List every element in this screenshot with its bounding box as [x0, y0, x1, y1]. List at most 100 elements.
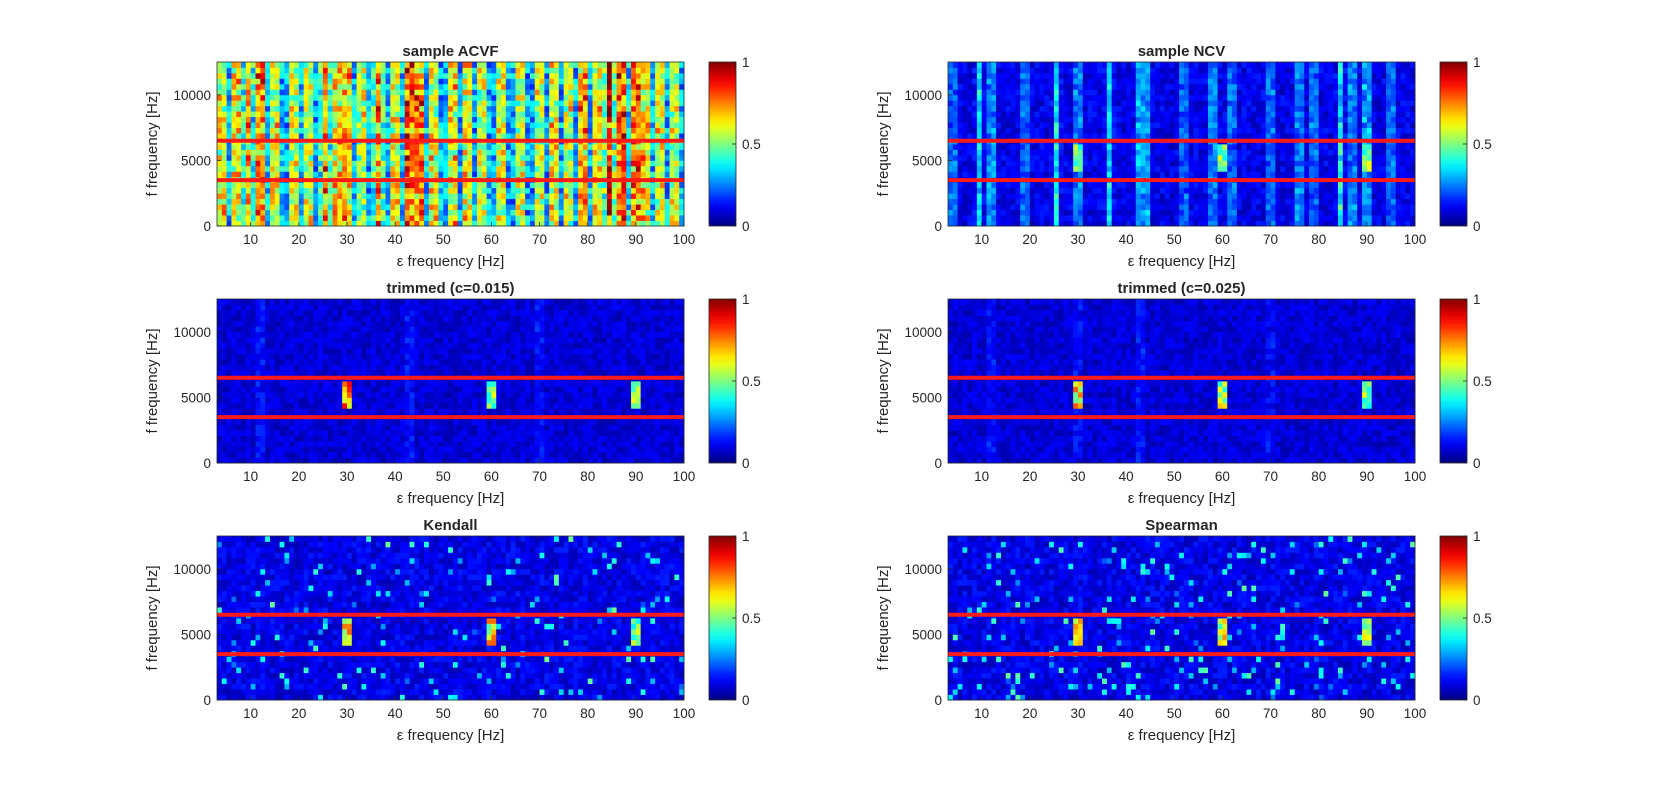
- heatmap-cell: [991, 193, 996, 199]
- heatmap-cell: [967, 188, 972, 194]
- heatmap-cell: [477, 166, 482, 172]
- heatmap-cell: [1117, 67, 1122, 73]
- heatmap-cell: [333, 144, 338, 150]
- heatmap-cell: [655, 62, 660, 68]
- x-tick-label: 50: [436, 232, 451, 247]
- heatmap-cell: [1256, 100, 1261, 106]
- heatmap-cell: [535, 155, 540, 161]
- heatmap-cell: [1107, 149, 1112, 155]
- heatmap-cell: [1227, 149, 1232, 155]
- heatmap-cell: [612, 117, 617, 123]
- heatmap-cell: [1208, 111, 1213, 117]
- heatmap-cell: [487, 210, 492, 216]
- heatmap-cell: [482, 117, 487, 123]
- heatmap-cell: [1208, 215, 1213, 221]
- heatmap-cell: [1141, 199, 1146, 205]
- heatmap-cell: [371, 111, 376, 117]
- heatmap-cell: [308, 199, 313, 205]
- heatmap-cell: [1097, 182, 1102, 188]
- heatmap-cell: [564, 166, 569, 172]
- heatmap-cell: [458, 73, 463, 79]
- heatmap-cell: [1126, 149, 1131, 155]
- heatmap-cell: [458, 133, 463, 139]
- heatmap-cell: [491, 106, 496, 112]
- heatmap-cell: [554, 106, 559, 112]
- heatmap-cell: [1227, 73, 1232, 79]
- heatmap-cell: [958, 166, 963, 172]
- heatmap-cell: [313, 204, 318, 210]
- heatmap-cell: [948, 62, 953, 68]
- heatmap-cell: [1174, 117, 1179, 123]
- heatmap-cell: [289, 144, 294, 150]
- heatmap-cell: [217, 89, 222, 95]
- heatmap-cell: [496, 84, 501, 90]
- heatmap-cell: [530, 128, 535, 134]
- heatmap-cell: [641, 128, 646, 134]
- heatmap-cell: [1078, 160, 1083, 166]
- heatmap-cell: [337, 215, 342, 221]
- heatmap-cell: [1184, 89, 1189, 95]
- heatmap-cell: [1097, 221, 1102, 227]
- heatmap-cell: [1015, 199, 1020, 205]
- heatmap-cell: [1020, 215, 1025, 221]
- heatmap-cell: [1015, 84, 1020, 90]
- heatmap-cell: [453, 84, 458, 90]
- heatmap-cell: [573, 144, 578, 150]
- heatmap-cell: [217, 160, 222, 166]
- heatmap-cell: [568, 166, 573, 172]
- heatmap-cell: [376, 78, 381, 84]
- heatmap-cell: [453, 149, 458, 155]
- heatmap-cell: [1141, 215, 1146, 221]
- heatmap-cell: [308, 106, 313, 112]
- heatmap-cell: [294, 166, 299, 172]
- heatmap-cell: [593, 78, 598, 84]
- heatmap-cell: [573, 106, 578, 112]
- heatmap-cell: [1006, 133, 1011, 139]
- heatmap-cell: [1213, 204, 1218, 210]
- heatmap-cell: [308, 160, 313, 166]
- heatmap-cell: [419, 106, 424, 112]
- heatmap-cell: [1194, 128, 1199, 134]
- heatmap-cell: [506, 100, 511, 106]
- heatmap-cell: [246, 171, 251, 177]
- heatmap-cell: [593, 204, 598, 210]
- heatmap-cell: [967, 78, 972, 84]
- heatmap-cell: [400, 95, 405, 101]
- heatmap-cell: [506, 149, 511, 155]
- heatmap-cell: [1261, 144, 1266, 150]
- heatmap-cell: [342, 78, 347, 84]
- heatmap-cell: [987, 62, 992, 68]
- heatmap-cell: [395, 117, 400, 123]
- heatmap-cell: [376, 100, 381, 106]
- heatmap-cell: [660, 117, 665, 123]
- heatmap-cell: [304, 62, 309, 68]
- heatmap-cell: [641, 106, 646, 112]
- heatmap-cell: [621, 128, 626, 134]
- heatmap-cell: [1073, 62, 1078, 68]
- heatmap-cell: [366, 188, 371, 194]
- heatmap-cell: [1174, 160, 1179, 166]
- heatmap-cell: [357, 100, 362, 106]
- heatmap-cell: [621, 106, 626, 112]
- heatmap-cell: [636, 73, 641, 79]
- heatmap-cell: [251, 62, 256, 68]
- heatmap-cell: [1001, 95, 1006, 101]
- heatmap-cell: [977, 67, 982, 73]
- heatmap-cell: [357, 95, 362, 101]
- heatmap-cell: [645, 221, 650, 227]
- heatmap-cell: [670, 133, 675, 139]
- heatmap-cell: [530, 166, 535, 172]
- heatmap-cell: [414, 84, 419, 90]
- heatmap-cell: [540, 95, 545, 101]
- heatmap-cell: [386, 84, 391, 90]
- heatmap-cell: [260, 62, 265, 68]
- heatmap-cell: [419, 210, 424, 216]
- heatmap-cell: [1001, 67, 1006, 73]
- heatmap-cell: [275, 95, 280, 101]
- heatmap-cell: [304, 193, 309, 199]
- heatmap-cell: [953, 84, 958, 90]
- heatmap-cell: [313, 171, 318, 177]
- heatmap-cell: [1227, 204, 1232, 210]
- heatmap-cell: [280, 67, 285, 73]
- heatmap-cell: [660, 155, 665, 161]
